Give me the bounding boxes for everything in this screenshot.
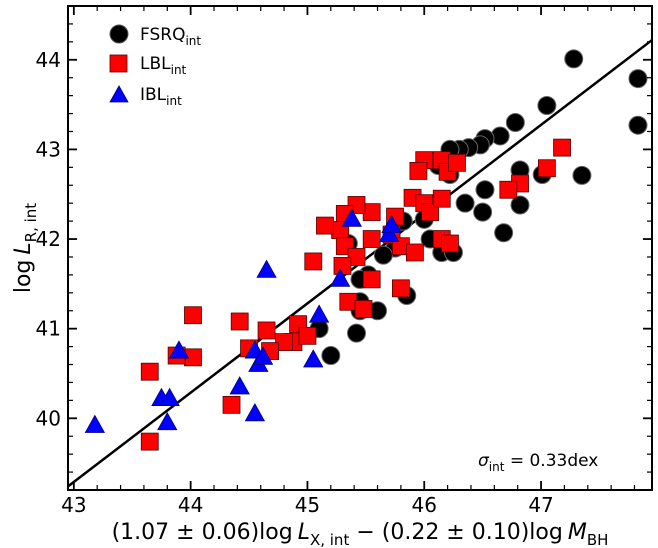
point-lbl-20 <box>362 203 381 222</box>
point-lbl-36 <box>257 321 276 340</box>
point-lbl-18 <box>405 243 424 262</box>
point-lbl-30 <box>354 300 373 318</box>
x-tick-label-44: 44 <box>178 493 203 517</box>
point-lbl-45 <box>140 432 159 451</box>
point-ibl-11 <box>303 349 324 368</box>
legend-lbl-sub: int <box>171 63 187 77</box>
point-lbl-40 <box>222 395 241 414</box>
ticks-layer: 43 44 45 46 47 40 41 42 43 44 <box>36 5 652 517</box>
x-axis-label: (1.07 ± 0.06)log LX, int − (0.22 ± 0.10)l… <box>112 520 609 548</box>
x-label-var1: L <box>298 520 310 545</box>
legend-ibl-name: IBL <box>140 85 167 105</box>
point-lbl-19 <box>362 230 381 248</box>
scatter-annotation: σint = 0.33dex <box>478 451 598 474</box>
point-lbl-8 <box>409 162 428 180</box>
point-fsrq-37 <box>321 346 341 366</box>
point-ibl-16 <box>381 214 402 233</box>
point-fsrq-17 <box>473 202 493 222</box>
point-ibl-4 <box>168 340 190 359</box>
x-label-var2: M <box>568 520 587 545</box>
point-ibl-3 <box>157 411 178 431</box>
point-lbl-35 <box>275 333 293 352</box>
point-lbl-29 <box>339 292 358 311</box>
x-tick-label-43: 43 <box>61 493 86 517</box>
point-lbl-46 <box>391 279 410 298</box>
legend-ibl-sub: int <box>166 94 182 108</box>
x-label-mid: − (0.22 ± 0.10)log <box>349 520 563 545</box>
point-lbl-11 <box>421 203 439 222</box>
x-label-prefix: (1.07 ± 0.06)log <box>112 520 293 545</box>
point-lbl-0 <box>553 138 571 157</box>
data-points-layer <box>84 49 648 451</box>
point-lbl-44 <box>140 362 159 381</box>
legend-label-fsrq: FSRQint <box>140 25 201 48</box>
y-label-var: L <box>11 242 36 254</box>
point-lbl-24 <box>316 216 334 235</box>
point-fsrq-2 <box>628 115 648 135</box>
point-fsrq-4 <box>572 165 592 185</box>
point-fsrq-1 <box>628 69 648 89</box>
y-tick-label-44: 44 <box>36 48 61 72</box>
x-label-sub2: BH <box>587 531 609 548</box>
point-fsrq-16 <box>475 180 495 200</box>
annotation-symbol: σ <box>478 451 490 471</box>
point-ibl-12 <box>308 304 330 323</box>
point-lbl-31 <box>304 252 323 271</box>
x-tick-label-46: 46 <box>412 493 437 517</box>
x-tick-label-47: 47 <box>528 493 553 517</box>
point-lbl-34 <box>298 326 317 345</box>
x-label-sub1: X, int <box>310 531 349 548</box>
point-ibl-5 <box>229 376 250 395</box>
point-fsrq-3 <box>537 95 557 115</box>
point-lbl-12 <box>432 189 451 208</box>
point-lbl-6 <box>448 153 466 172</box>
point-ibl-14 <box>341 208 363 227</box>
legend: FSRQint LBLint IBLint <box>109 24 201 108</box>
point-fsrq-15 <box>455 193 475 213</box>
annotation-sub: int <box>489 460 505 474</box>
point-lbl-26 <box>347 248 366 266</box>
point-fsrq-0 <box>564 49 584 69</box>
point-lbl-14 <box>441 234 459 253</box>
y-axis-label: log LR, int <box>11 203 40 293</box>
point-fsrq-18 <box>494 223 514 243</box>
legend-label-ibl: IBLint <box>140 85 182 108</box>
point-ibl-13 <box>329 268 351 287</box>
point-fsrq-6 <box>505 113 525 133</box>
point-lbl-41 <box>184 306 202 325</box>
y-tick-label-43: 43 <box>36 137 61 161</box>
point-ibl-9 <box>252 346 274 365</box>
point-ibl-0 <box>84 414 106 433</box>
point-ibl-6 <box>244 402 266 422</box>
point-lbl-1 <box>537 159 556 178</box>
legend-lbl-name: LBL <box>140 54 171 74</box>
plot-background <box>68 6 652 490</box>
y-tick-label-40: 40 <box>36 406 61 430</box>
y-tick-label-42: 42 <box>36 227 61 251</box>
y-label-prefix: log <box>11 260 36 294</box>
point-lbl-3 <box>499 180 518 199</box>
point-lbl-27 <box>362 270 381 289</box>
x-tick-label-45: 45 <box>295 493 320 517</box>
point-lbl-39 <box>230 312 249 331</box>
point-ibl-10 <box>256 259 277 278</box>
point-lbl-28 <box>333 257 352 275</box>
plot-frame <box>67 5 653 491</box>
legend-fsrq-name: FSRQ <box>140 25 185 45</box>
legend-marker-ibl <box>109 85 129 103</box>
y-tick-label-41: 41 <box>36 317 61 341</box>
legend-fsrq-sub: int <box>185 34 201 48</box>
point-fsrq-27 <box>373 245 393 265</box>
legend-label-lbl: LBLint <box>140 54 187 77</box>
point-ibl-2 <box>159 387 180 406</box>
point-ibl-15 <box>379 223 400 242</box>
point-fsrq-20 <box>510 195 530 215</box>
y-label-sub: R, int <box>22 203 40 243</box>
annotation-text: = 0.33dex <box>504 451 598 471</box>
legend-marker-fsrq <box>109 24 129 44</box>
point-fsrq-34 <box>346 323 366 343</box>
legend-marker-lbl <box>109 54 128 73</box>
